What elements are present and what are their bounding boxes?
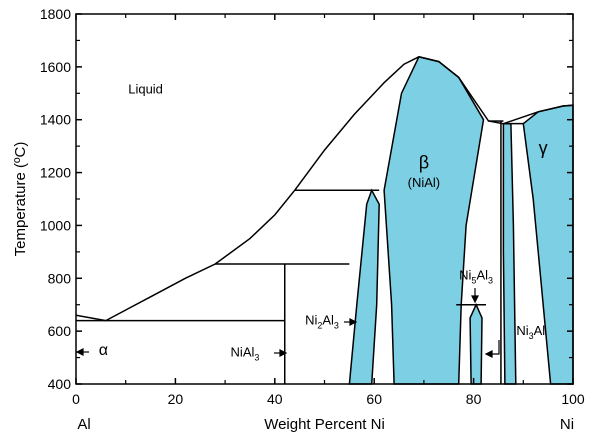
line-layer: [75, 56, 574, 384]
phase-field-ni-solid-solution: [522, 104, 574, 385]
arrow-ni5al3: [471, 288, 479, 304]
region-label-7: Ni5Al3: [459, 268, 493, 286]
region-label-2: (NiAl): [408, 175, 441, 190]
y-tick-label: 1200: [40, 165, 71, 181]
y-tick-label: 1800: [40, 6, 71, 22]
arrow-alpha: [75, 348, 89, 356]
x-tick-label: 60: [366, 391, 382, 407]
y-tick-label: 400: [48, 376, 72, 392]
x-tick-label: 0: [72, 391, 80, 407]
x-tick-label: 40: [267, 391, 283, 407]
x-end-label-left: Al: [77, 416, 90, 433]
region-label-4: α: [99, 342, 108, 359]
region-label-6: Ni2Al3: [305, 313, 339, 331]
phase-field-ni2al3: [348, 188, 380, 385]
x-tick-label: 80: [466, 391, 482, 407]
phase-layer: [348, 55, 574, 385]
x-end-label-right: Ni: [560, 416, 574, 433]
phase-field-ni5al3: [469, 302, 483, 385]
label-layer: Liquid β (NiAl) γ α NiAl3 Ni2Al3 Ni5Al3 Ni3Al: [99, 81, 548, 362]
liquidus-line: [75, 56, 574, 322]
y-tick-label: 1400: [40, 112, 71, 128]
y-tick-label: 1600: [40, 59, 71, 75]
plot-frame: [75, 13, 574, 385]
arrow-ni3al: [484, 340, 500, 358]
phase-field-ni3al: [502, 122, 517, 385]
y-tick-label: 800: [48, 270, 72, 286]
x-axis-label: Weight Percent Ni: [264, 416, 385, 433]
region-label-1: β: [419, 153, 429, 173]
x-tick-label: 100: [561, 391, 585, 407]
y-axis-label: Temperature (ºC): [12, 142, 29, 257]
region-label-0: Liquid: [128, 81, 163, 96]
phase-field-nial: [383, 55, 485, 385]
arrow-ni2al3: [344, 318, 358, 326]
arrow-nial3: [274, 349, 288, 357]
tick-layer: 0 20 40 60 80 100 400 600 800 1000 1200 1400 1600 180…: [40, 6, 585, 407]
region-label-3: γ: [539, 138, 548, 158]
y-tick-label: 600: [48, 323, 72, 339]
y-tick-label: 1000: [40, 217, 71, 233]
region-label-5: NiAl3: [231, 344, 260, 362]
x-tick-label: 20: [168, 391, 184, 407]
region-label-8: Ni3Al: [516, 323, 545, 341]
